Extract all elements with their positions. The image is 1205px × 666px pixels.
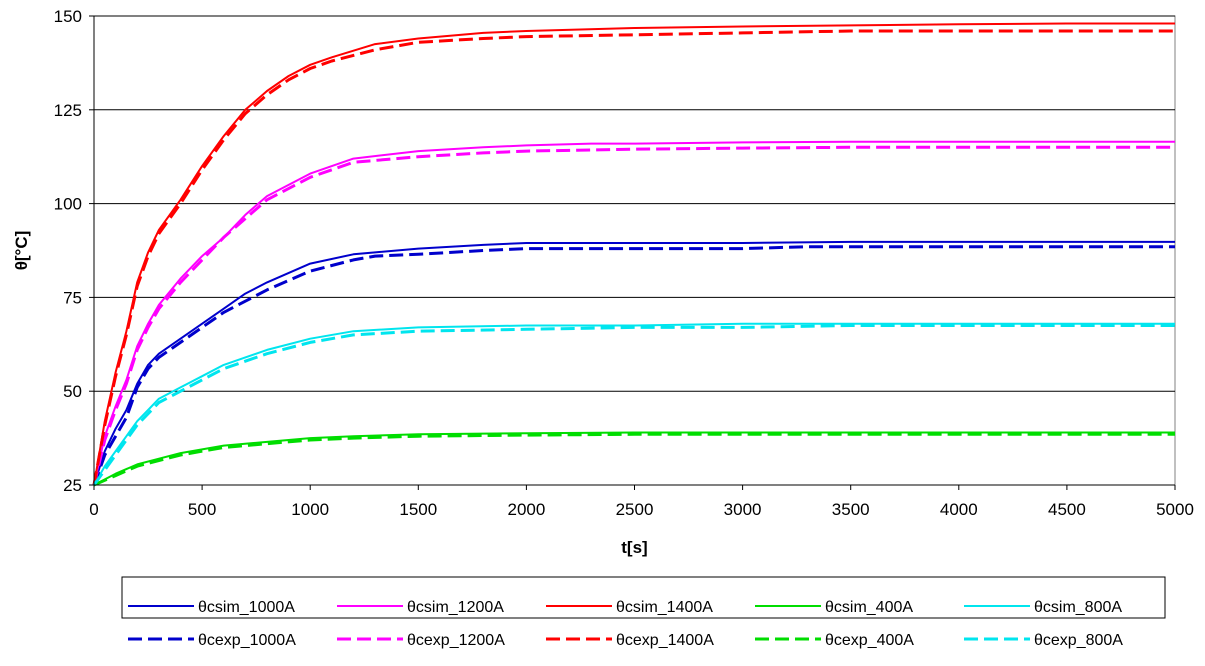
x-tick-label: 4500 [1048,500,1086,519]
legend-label: θcsim_800A [1034,599,1122,616]
legend-label: θcexp_800A [1034,632,1123,649]
x-tick-label: 3000 [724,500,762,519]
series-line--cexp-1400a [92,29,1175,486]
x-tick-label: 5000 [1156,500,1194,519]
x-tick-label: 2500 [616,500,654,519]
y-tick-label: 50 [63,382,82,401]
legend-label: θcexp_1200A [407,632,505,649]
series-lines [92,22,1175,487]
x-tick-label: 0 [89,500,98,519]
legend: θcsim_1000A θcsim_1200A θcsim_1400A θcsim_4… [121,576,1166,649]
x-tick-label: 2000 [507,500,545,519]
y-tick-label: 100 [54,195,82,214]
gridlines [94,15,1175,392]
x-tick-label: 1500 [399,500,437,519]
legend-label: θcexp_1400A [616,632,714,649]
y-axis-title: θ[°C] [12,231,31,271]
series-line--cexp-400a [93,432,1175,487]
series-line--cexp-1200a [92,145,1175,486]
legend-label: θcexp_400A [825,632,914,649]
legend-label: θcsim_1200A [407,599,504,616]
y-tick-label: 75 [63,288,82,307]
series-line--csim-1200a [93,140,1175,486]
legend-label: θcsim_1000A [198,599,295,616]
series-line--csim-800a [93,322,1175,486]
x-tick-label: 4000 [940,500,978,519]
legend-label: θcexp_1000A [198,632,296,649]
legend-box [121,576,1166,619]
series-line--csim-400a [93,431,1175,486]
x-tick-label: 500 [188,500,216,519]
legend-label: θcsim_400A [825,599,913,616]
x-axis-title: t[s] [621,538,647,557]
y-tick-label: 25 [63,476,82,495]
x-tick-label: 1000 [291,500,329,519]
y-tick-label: 125 [54,101,82,120]
series-line--cexp-1000a [92,245,1175,486]
plot-area [93,15,1176,486]
series-line--cexp-800a [92,324,1175,486]
x-tick-label: 3500 [832,500,870,519]
legend-label: θcsim_1400A [616,599,713,616]
y-tick-label: 150 [54,7,82,26]
